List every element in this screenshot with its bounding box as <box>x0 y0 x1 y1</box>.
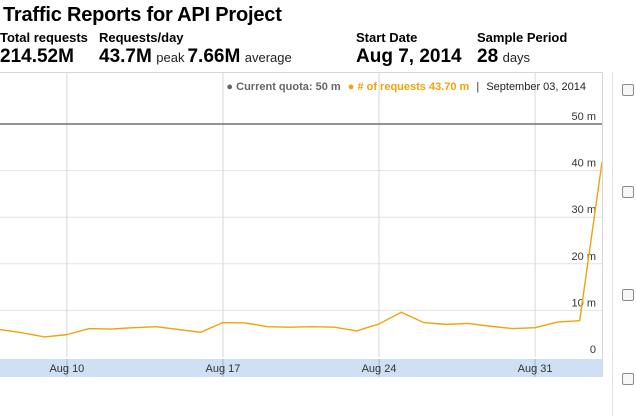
total-requests-number: 214.52M <box>0 46 74 67</box>
x-tick-label: Aug 17 <box>206 363 241 375</box>
x-axis-band <box>0 359 602 377</box>
x-tick-label: Aug 10 <box>49 363 84 375</box>
traffic-chart: Aug 10 Aug 17 Aug 24 Aug 31 0 10 m 20 m 30 m 40 … <box>0 73 602 377</box>
y-tick-label: 50 m <box>572 111 596 123</box>
x-tick-label: Aug 24 <box>362 363 397 375</box>
sidebar-divider <box>612 72 613 416</box>
requests-per-day-value: 43.7M peak 7.66M average <box>99 46 292 68</box>
legend-quota[interactable]: Current quota: 50 m <box>236 81 341 93</box>
average-word: average <box>244 50 292 65</box>
requests-per-day-label: Requests/day <box>99 30 184 45</box>
sidebar-checkbox-2[interactable] <box>622 186 634 198</box>
start-date-text: Aug 7, 2014 <box>356 46 462 67</box>
peak-word: peak <box>156 50 185 65</box>
chart-legend: ● Current quota: 50 m ● # of requests 43… <box>226 81 586 93</box>
page-title: Traffic Reports for API Project <box>3 4 282 26</box>
sample-period-number: 28 <box>477 46 499 67</box>
legend-date: September 03, 2014 <box>486 81 586 93</box>
y-tick-label: 40 m <box>572 158 596 170</box>
x-tick-label: Aug 31 <box>518 363 553 375</box>
chart-panel: Aug 10 Aug 17 Aug 24 Aug 31 0 10 m 20 m 30 m 40 … <box>0 72 603 377</box>
series-line-requests <box>0 162 602 338</box>
legend-separator: | <box>476 81 480 93</box>
legend-requests[interactable]: # of requests 43.70 m <box>357 81 470 93</box>
sidebar-checkbox-4[interactable] <box>622 373 634 385</box>
y-tick-label: 10 m <box>572 297 596 309</box>
start-date-value: Aug 7, 2014 <box>356 46 462 68</box>
sidebar-checkbox-3[interactable] <box>622 289 634 301</box>
sample-period-value: 28 days <box>477 46 530 68</box>
sample-period-unit: days <box>502 50 531 65</box>
y-tick-label: 30 m <box>572 204 596 216</box>
quota-dot-icon: ● <box>226 81 234 93</box>
average-number: 7.66M <box>187 46 241 67</box>
total-requests-value: 214.52M <box>0 46 74 68</box>
start-date-label: Start Date <box>356 30 418 45</box>
peak-number: 43.7M <box>99 46 152 67</box>
y-tick-label: 20 m <box>572 251 596 263</box>
requests-dot-icon: ● <box>347 81 355 93</box>
total-requests-label: Total requests <box>0 30 88 45</box>
y-tick-label: 0 <box>590 344 596 356</box>
sample-period-label: Sample Period <box>477 30 568 45</box>
sidebar-checkbox-1[interactable] <box>622 84 634 96</box>
